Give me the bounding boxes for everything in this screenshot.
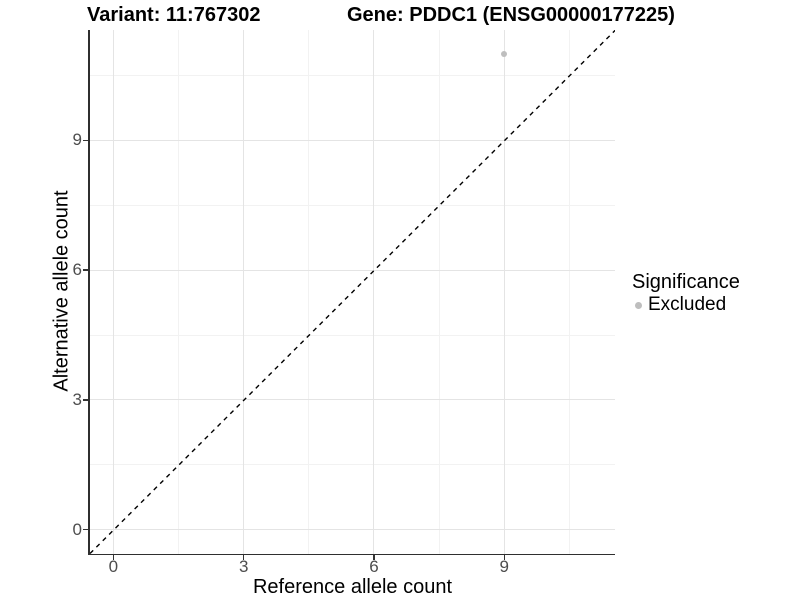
minor-gridline-vertical [438,30,440,554]
major-gridline-vertical [243,30,245,554]
x-axis-title: Reference allele count [252,576,452,598]
data-point [501,50,508,57]
x-axis-tick [242,555,245,560]
excluded-point-icon [635,301,642,309]
y-tick-label: 6 [72,260,82,280]
x-tick-label: 0 [108,557,119,576]
variant-title: Variant: 11:767302 [87,4,261,26]
y-axis-tick [83,139,88,142]
minor-gridline-horizontal [89,74,615,76]
major-gridline-horizontal [89,269,615,271]
y-axis-tick [83,528,88,531]
major-gridline-horizontal [89,399,615,401]
minor-gridline-horizontal [89,464,615,466]
x-axis-line [88,553,615,555]
y-tick-label: 3 [72,389,82,409]
legend-title: Significance [632,271,740,293]
plot-panel [89,30,615,554]
x-axis-tick [373,555,375,560]
major-gridline-vertical [112,30,114,554]
y-tick-label: 9 [72,130,82,150]
legend-item-excluded: Excluded [632,294,740,315]
x-axis-tick [112,555,115,560]
minor-gridline-vertical [568,30,570,554]
major-gridline-vertical [373,30,375,554]
minor-gridline-vertical [178,30,180,554]
x-axis-tick [503,555,505,560]
y-axis-tick [83,399,88,401]
major-gridline-horizontal [89,139,615,141]
major-gridline-horizontal [89,529,615,531]
y-axis-line [88,30,90,555]
x-tick-label: 6 [369,557,379,576]
gene-title: Gene: PDDC1 (ENSG00000177225) [347,4,675,26]
legend: Significance Excluded [632,271,740,315]
minor-gridline-vertical [308,30,310,554]
y-axis-title: Alternative allele count [50,190,73,392]
legend-item-label: Excluded [648,294,727,315]
minor-gridline-horizontal [89,204,615,206]
y-axis-tick [83,269,88,271]
minor-gridline-horizontal [89,334,615,336]
x-tick-label: 9 [499,557,509,576]
x-tick-label: 3 [238,557,249,576]
y-tick-label: 0 [72,519,82,539]
major-gridline-vertical [503,30,505,554]
identity-dashed-line [89,30,615,554]
